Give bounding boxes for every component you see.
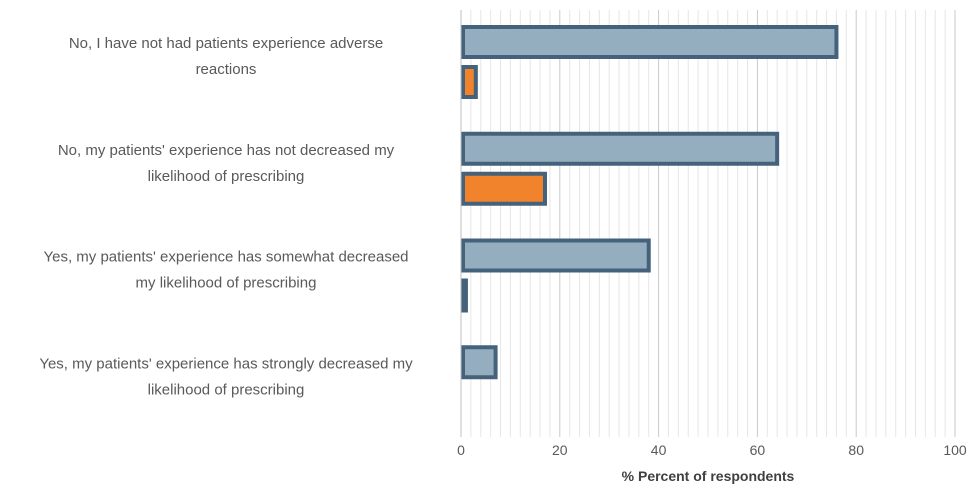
x-tick-label: 80 [848,442,864,458]
x-tick-label: 0 [457,442,465,458]
category-label: No, I have not had patients experience a… [69,35,383,78]
bar-series-1-category-4 [461,345,498,380]
x-tick-labels: 0 20 40 60 80 100 [457,442,967,458]
bar-series-2-category-1 [461,65,478,99]
category-label: Yes, my patients' experience has strongl… [39,355,413,398]
bar-series-1-category-3 [461,238,651,273]
category-label: Yes, my patients' experience has somewha… [43,249,408,292]
x-tick-label: 40 [651,442,667,458]
category-labels: No, I have not had patients experience a… [39,35,413,398]
gridlines [470,10,956,437]
category-label: No, my patients' experience has not decr… [58,142,395,185]
x-tick-label: 20 [552,442,568,458]
x-tick-label: 100 [943,442,967,458]
bars [461,25,839,380]
x-tick-label: 60 [750,442,766,458]
bar-series-2-category-3 [461,278,468,313]
bar-series-1-category-2 [461,131,780,166]
bar-series-1-category-1 [461,25,839,59]
x-axis-title: % Percent of respondents [622,468,795,484]
bar-series-2-category-2 [461,171,547,206]
